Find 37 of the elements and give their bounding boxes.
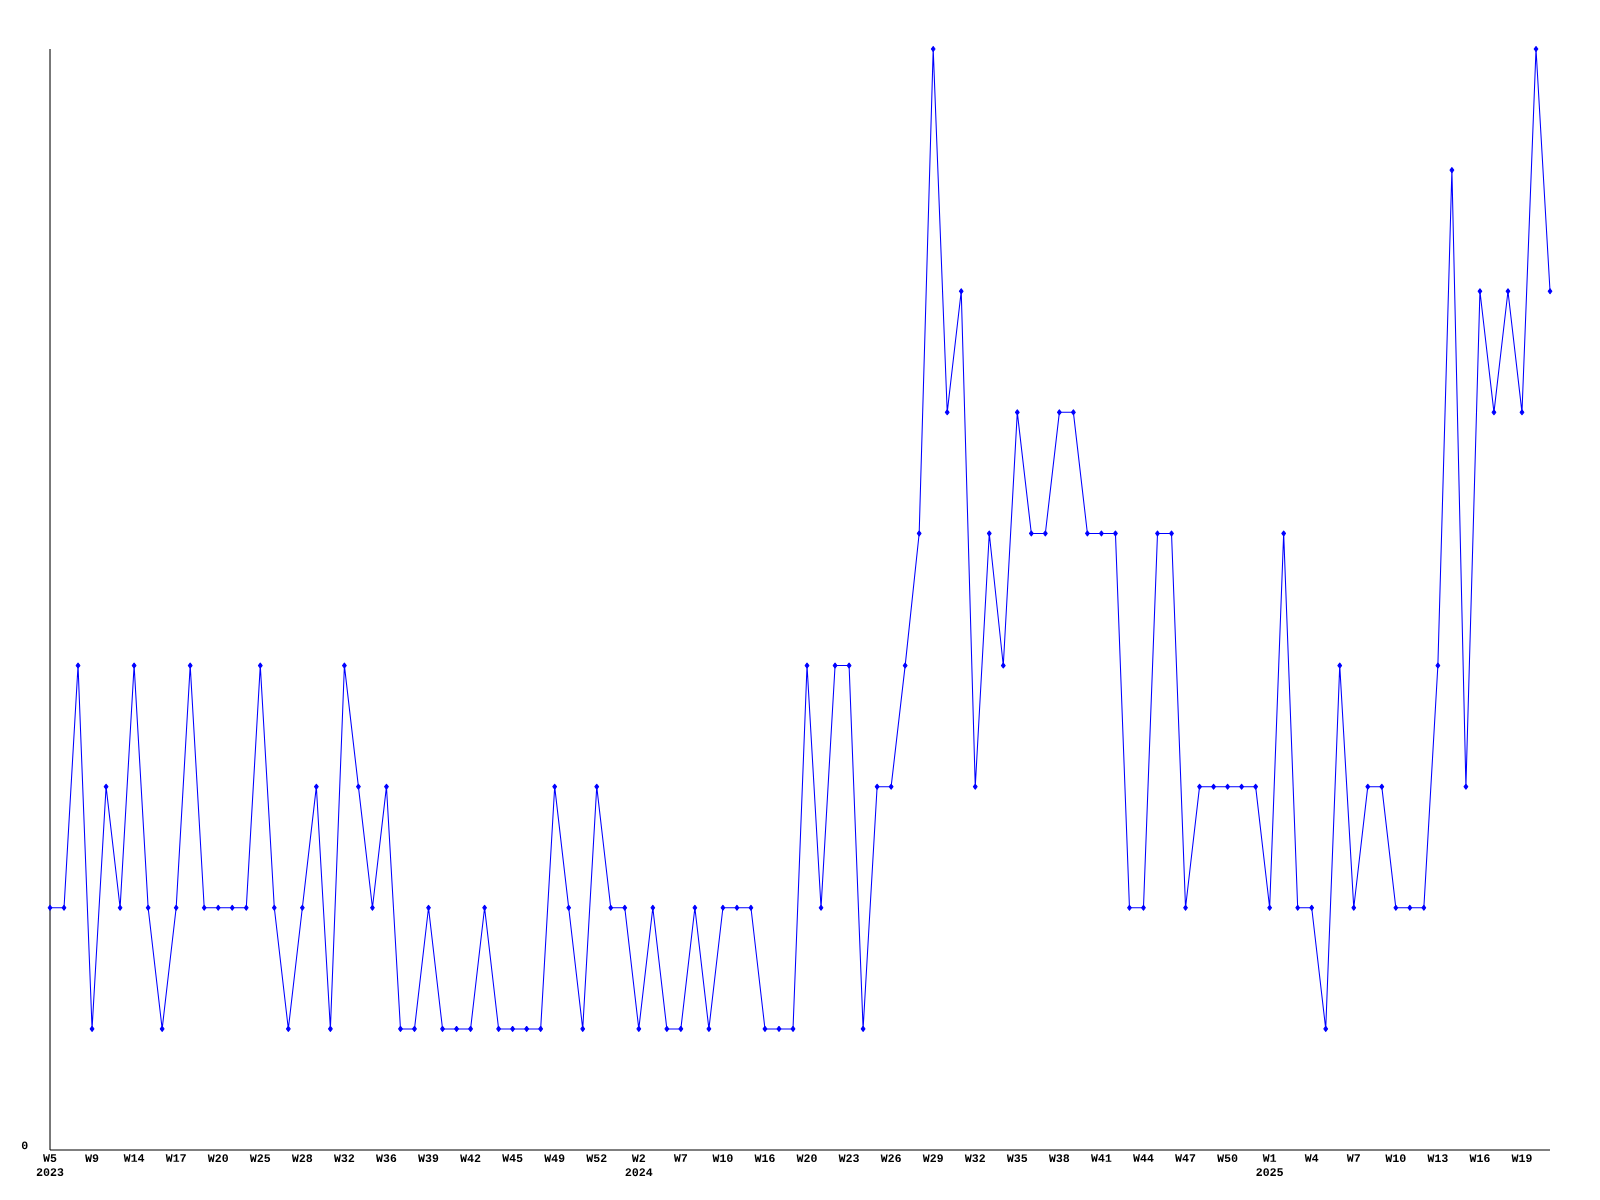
- x-tick-label: W35: [1006, 1154, 1028, 1163]
- x-tick-label: W20: [796, 1154, 817, 1163]
- x-tick-label: W49: [544, 1154, 565, 1163]
- x-tick-label: W9: [85, 1154, 99, 1163]
- x-tick-label: W44: [1133, 1154, 1154, 1162]
- x-tick-label: W1 2025: [1256, 1154, 1283, 1177]
- x-tick-label: W13: [1427, 1154, 1448, 1163]
- x-tick-label: W29: [922, 1154, 943, 1163]
- x-tick-label: W10: [712, 1154, 733, 1163]
- x-tick-label: W16: [1469, 1154, 1490, 1163]
- x-tick-label: W47: [1175, 1154, 1196, 1162]
- x-tick-label: W26: [880, 1154, 901, 1163]
- x-tick-label: W23: [838, 1154, 859, 1163]
- x-tick-label: W42: [460, 1154, 481, 1162]
- x-tick-label: W39: [418, 1154, 439, 1163]
- text: 0: [21, 1141, 28, 1150]
- x-tick-label: W45: [502, 1154, 523, 1162]
- x-tick-label: W7: [1346, 1154, 1360, 1162]
- x-tick-label: W32: [333, 1154, 355, 1163]
- x-tick-label: W19: [1511, 1154, 1532, 1163]
- x-tick-label: W20: [207, 1154, 228, 1163]
- x-tick-label: W2 2024: [625, 1154, 653, 1177]
- x-tick-label: W41: [1090, 1154, 1112, 1162]
- x-tick-label: W28: [291, 1154, 313, 1163]
- x-tick-label: W14: [123, 1154, 145, 1162]
- x-tick-label: W36: [376, 1154, 397, 1163]
- x-tick-label: W17: [165, 1154, 186, 1162]
- x-tick-label: W10: [1385, 1154, 1406, 1163]
- x-tick-label: W7: [673, 1154, 688, 1162]
- x-tick-label: W50: [1217, 1154, 1238, 1163]
- x-tick-label: W5 2023: [36, 1154, 64, 1177]
- x-tick-label: W25: [249, 1154, 271, 1163]
- x-tick-label: W38: [1048, 1154, 1070, 1163]
- x-tick-label: W32: [964, 1154, 986, 1163]
- x-tick-label: W52: [586, 1154, 607, 1163]
- x-tick-label: W16: [754, 1154, 775, 1163]
- x-tick-label: W4: [1304, 1154, 1319, 1162]
